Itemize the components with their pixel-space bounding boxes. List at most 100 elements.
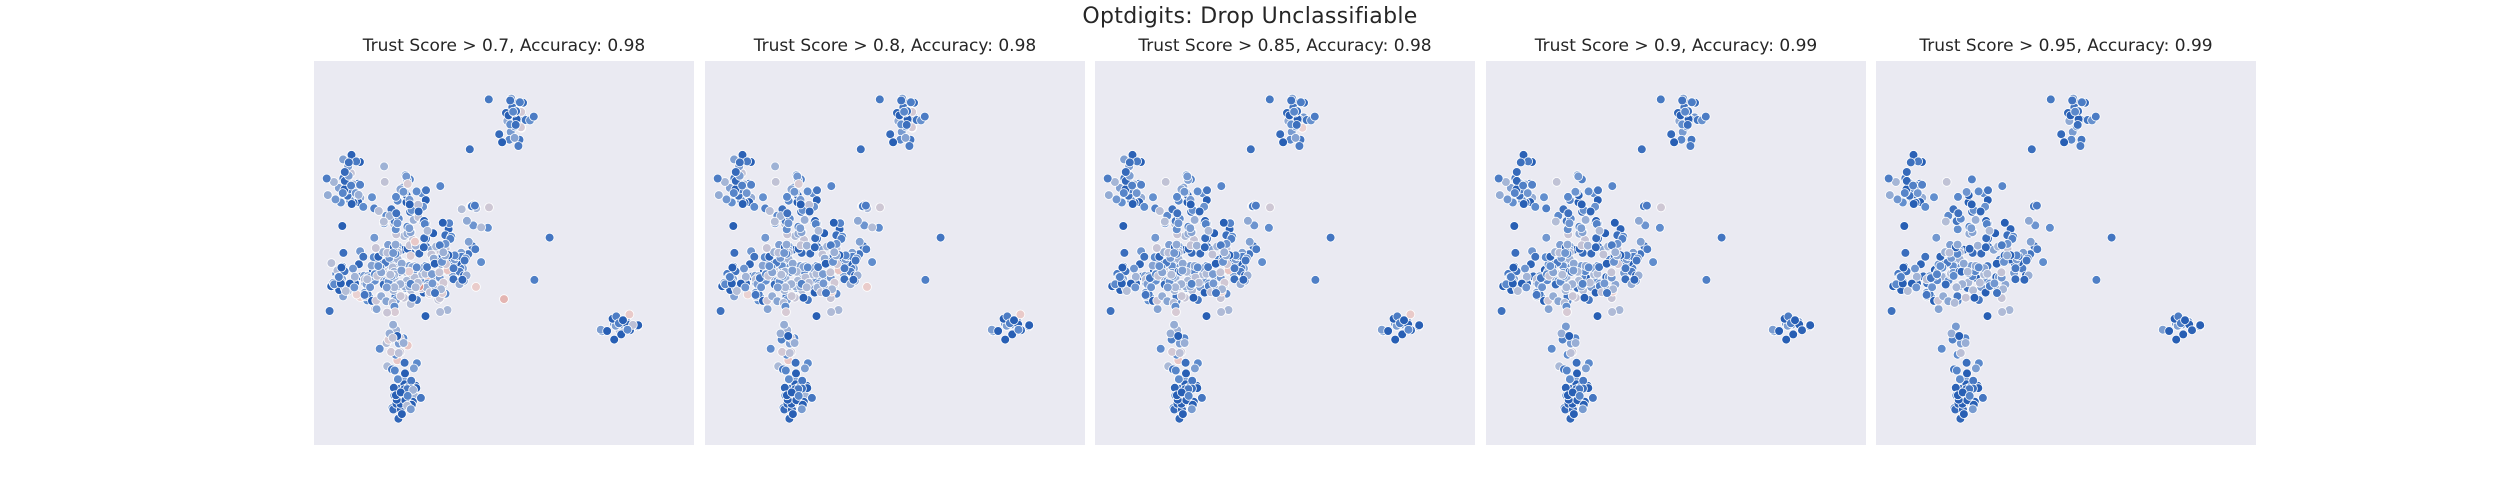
scatter-point	[1961, 357, 1972, 368]
scatter-point	[1607, 181, 1618, 191]
scatter-point	[2010, 274, 2021, 285]
scatter-point	[1953, 208, 1964, 219]
scatter-point	[1576, 223, 1587, 234]
scatter-point	[826, 307, 836, 317]
scatter-point	[388, 248, 398, 258]
scatter-point	[1251, 200, 1261, 211]
scatter-point	[1973, 240, 1983, 251]
scatter-point	[906, 97, 916, 108]
scatter-point	[1929, 192, 1939, 203]
scatter-point	[1155, 206, 1165, 216]
scatter-point	[1102, 173, 1113, 184]
scatter-point	[1656, 94, 1666, 105]
scatter-point	[374, 343, 385, 354]
scatter-point	[901, 120, 912, 130]
scatter-point	[1179, 187, 1190, 197]
scatter-point	[1788, 329, 1799, 340]
scatter-point	[1146, 282, 1156, 293]
scatter-point	[1956, 348, 1966, 358]
scatter-point	[367, 192, 377, 203]
scatter-point	[1257, 257, 1267, 267]
scatter-point	[1973, 186, 1984, 197]
scatter-point	[1997, 240, 2007, 251]
scatter-point	[781, 365, 791, 376]
scatter-point	[1574, 391, 1585, 401]
scatter-point	[1685, 141, 1696, 151]
scatter-point	[1975, 278, 1985, 288]
scatter-point	[2032, 200, 2042, 211]
scatter-point	[430, 288, 440, 298]
scatter-point	[395, 291, 406, 301]
scatter-point	[402, 391, 413, 401]
scatter-point	[499, 294, 509, 304]
scatter-point	[1571, 357, 1582, 368]
scatter-point	[1576, 199, 1587, 210]
scatter-point	[1580, 215, 1591, 225]
scatter-point	[1964, 391, 1975, 401]
scatter-point	[1537, 282, 1547, 293]
scatter-point	[1509, 188, 1520, 198]
scatter-point	[494, 129, 505, 139]
scatter-point	[1294, 141, 1305, 151]
scatter-point	[1884, 190, 1895, 200]
scatter-point	[1521, 282, 1532, 293]
scatter-point	[411, 186, 422, 197]
scatter-point	[782, 208, 793, 219]
scatter-point	[861, 200, 871, 211]
scatter-point	[1797, 325, 1807, 336]
scatter-point	[770, 161, 780, 172]
scatter-point	[756, 282, 766, 293]
scatter-point	[1186, 279, 1197, 289]
scatter-point	[781, 239, 792, 250]
scatter-point	[1187, 404, 1197, 415]
scatter-point	[1136, 180, 1146, 190]
scatter-point	[411, 262, 422, 273]
scatter-plot	[1876, 61, 2256, 445]
scatter-point	[1944, 247, 1955, 258]
scatter-point	[750, 290, 761, 300]
scatter-point	[1655, 223, 1665, 233]
panel-title: Trust Score > 0.95, Accuracy: 0.99	[1919, 36, 2213, 56]
scatter-point	[421, 185, 431, 196]
scatter-point	[787, 265, 798, 276]
scatter-point	[770, 216, 780, 227]
scatter-point	[1139, 202, 1150, 212]
scatter-point	[385, 269, 396, 280]
scatter-point	[1687, 97, 1697, 108]
scatter-point	[1243, 216, 1253, 226]
scatter-point	[1716, 232, 1727, 243]
scatter-point	[1216, 181, 1227, 191]
scatter-point	[1955, 374, 1965, 385]
scatter-point	[422, 226, 433, 236]
scatter-point	[343, 157, 354, 168]
scatter-point	[2067, 95, 2078, 106]
scatter-point	[1521, 272, 1532, 282]
scatter-point	[1579, 293, 1590, 303]
scatter-point	[737, 199, 748, 209]
scatter-point	[1892, 194, 1903, 205]
scatter-point	[1561, 321, 1571, 332]
scatter-point	[1188, 293, 1199, 303]
scatter-point	[391, 208, 402, 219]
scatter-point	[791, 368, 801, 379]
scatter-point	[1179, 338, 1190, 348]
scatter-point	[1403, 324, 1414, 335]
scatter-point	[390, 365, 400, 376]
scatter-point	[1701, 275, 1712, 285]
scatter-point	[1000, 334, 1011, 345]
scatter-point	[544, 232, 555, 243]
scatter-point	[1637, 144, 1647, 155]
scatter-point	[1562, 307, 1572, 317]
scatter-point	[1530, 202, 1541, 212]
scatter-point	[1286, 95, 1297, 106]
scatter-point	[1173, 218, 1184, 229]
scatter-point	[715, 306, 726, 316]
scatter-point	[1139, 252, 1150, 262]
scatter-point	[713, 190, 724, 200]
scatter-point	[1805, 320, 1816, 331]
scatter-point	[1901, 167, 1912, 177]
scatter-point	[1581, 363, 1591, 374]
scatter-point	[1952, 224, 1963, 235]
scatter-point	[1984, 226, 1995, 236]
scatter-point	[1494, 190, 1505, 200]
